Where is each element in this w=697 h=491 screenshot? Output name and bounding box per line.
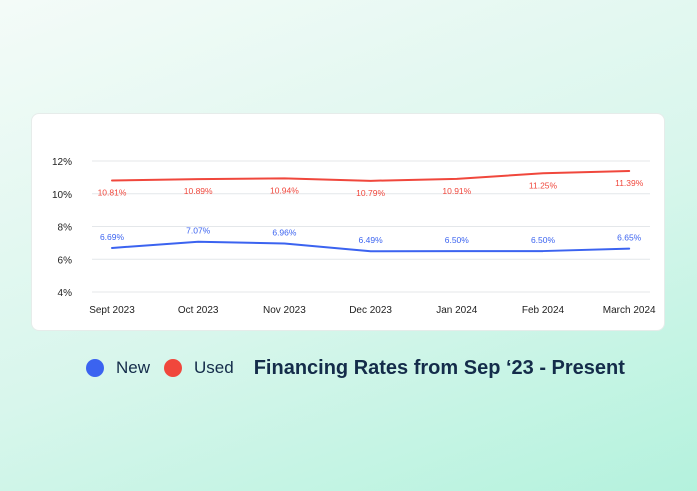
legend-label-used: Used	[194, 358, 234, 377]
x-tick-label: Feb 2024	[522, 305, 565, 316]
legend-dot-new	[86, 359, 104, 377]
data-label-used: 10.81%	[98, 187, 127, 197]
legend-label-new: New	[116, 358, 151, 377]
data-label-new: 6.50%	[445, 235, 470, 245]
chart-legend: New Used Financing Rates from Sep ‘23 - …	[86, 354, 625, 382]
chart-title: Financing Rates from Sep ‘23 - Present	[253, 356, 625, 379]
data-label-new: 6.49%	[359, 235, 384, 245]
data-label-new: 6.50%	[531, 235, 556, 245]
series-line-used	[111, 169, 631, 182]
series-line-new	[111, 240, 631, 253]
data-label-new: 6.69%	[100, 232, 125, 242]
data-label-used: 11.25%	[529, 180, 558, 190]
y-tick-label: 4%	[58, 288, 73, 299]
legend-dot-used	[164, 359, 183, 377]
y-tick-label: 6%	[58, 255, 73, 266]
data-label-new: 7.07%	[186, 226, 211, 236]
chart-card: 4% 6% 8% 10% 12% Sept 2023 Oct 2023 Nov 2023 Dec…	[31, 113, 665, 331]
data-label-new: 6.65%	[617, 233, 642, 243]
x-tick-label: Dec 2023	[349, 305, 392, 316]
x-tick-label: Oct 2023	[178, 305, 219, 316]
y-tick-label: 12%	[52, 157, 72, 168]
y-tick-label: 8%	[58, 223, 73, 234]
data-label-used: 10.89%	[184, 186, 213, 196]
data-label-used: 11.39%	[615, 178, 644, 188]
data-label-used: 10.91%	[442, 186, 471, 196]
x-tick-label: Sept 2023	[89, 305, 135, 316]
data-label-new: 6.96%	[272, 228, 297, 238]
y-tick-label: 10%	[52, 190, 72, 201]
legend-item-used: Used	[164, 358, 234, 378]
data-label-used: 10.79%	[356, 188, 385, 198]
x-tick-label: Jan 2024	[436, 305, 478, 316]
line-chart: 4% 6% 8% 10% 12% Sept 2023 Oct 2023 Nov 2023 Dec…	[52, 157, 656, 316]
x-tick-label: Nov 2023	[263, 305, 306, 316]
legend-item-new: New	[86, 358, 150, 378]
data-label-used: 10.94%	[270, 185, 299, 195]
x-tick-label: March 2024	[603, 305, 656, 316]
